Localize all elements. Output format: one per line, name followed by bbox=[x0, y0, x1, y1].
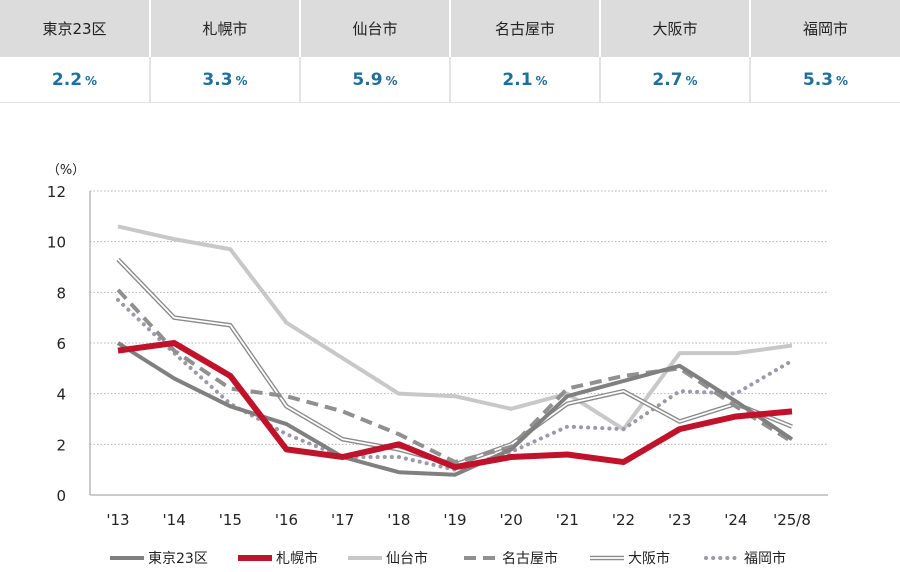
legend-label: 札幌市 bbox=[276, 550, 318, 567]
summary-value-sendai: 5.9 bbox=[352, 69, 383, 90]
summary-cell-tokyo23: 2.2% bbox=[0, 57, 151, 103]
x-tick-label: '22 bbox=[612, 511, 635, 529]
summary-cell-osaka: 2.7% bbox=[600, 57, 751, 103]
x-tick-label: '14 bbox=[163, 511, 186, 529]
summary-header-nagoya: 名古屋市 bbox=[450, 0, 601, 57]
summary-unit: % bbox=[685, 73, 698, 88]
y-tick-label: 10 bbox=[47, 234, 66, 252]
y-unit-label: （%） bbox=[47, 163, 85, 178]
summary-unit: % bbox=[235, 73, 248, 88]
x-tick-label: '25/8 bbox=[773, 511, 811, 529]
series-line bbox=[117, 340, 793, 471]
x-tick-label: '18 bbox=[387, 511, 410, 529]
summary-unit: % bbox=[85, 73, 98, 88]
series-line bbox=[117, 224, 793, 432]
summary-header-tokyo23: 東京23区 bbox=[0, 0, 151, 57]
y-tick-label: 6 bbox=[56, 335, 66, 353]
series-line bbox=[116, 257, 793, 467]
x-tick-label: '21 bbox=[556, 511, 579, 529]
y-tick-label: 4 bbox=[56, 386, 66, 404]
x-tick-label: '15 bbox=[219, 511, 242, 529]
x-tick-label: '17 bbox=[331, 511, 354, 529]
x-tick-label: '20 bbox=[500, 511, 523, 529]
y-tick-label: 12 bbox=[47, 183, 66, 201]
x-tick-label: '24 bbox=[724, 511, 747, 529]
grid-lines bbox=[90, 190, 828, 445]
summary-unit: % bbox=[385, 73, 398, 88]
series-line-inner bbox=[117, 258, 793, 466]
summary-header-fukuoka: 福岡市 bbox=[750, 0, 900, 57]
axes: 0 2 4 6 8 10 12 （%） '13 '14 '15 '16 '17 '18 '19 '20 '21 '… bbox=[47, 163, 828, 529]
y-tick-label: 8 bbox=[56, 284, 66, 302]
legend-label: 福岡市 bbox=[744, 550, 786, 567]
summary-value-nagoya: 2.1 bbox=[502, 69, 533, 90]
x-tick-label: '19 bbox=[443, 511, 466, 529]
summary-cell-nagoya: 2.1% bbox=[450, 57, 601, 103]
legend-label: 大阪市 bbox=[628, 550, 670, 567]
summary-table: 東京23区 札幌市 仙台市 名古屋市 大阪市 福岡市 2.2% 3.3% 5.9… bbox=[0, 0, 900, 104]
summary-value-osaka: 2.7 bbox=[652, 69, 683, 90]
summary-header-sapporo: 札幌市 bbox=[150, 0, 301, 57]
legend-label: 名古屋市 bbox=[502, 550, 558, 567]
legend-label: 東京23区 bbox=[148, 551, 208, 567]
y-tick-label: 2 bbox=[56, 436, 66, 454]
vacancy-line-chart: 0 2 4 6 8 10 12 （%） '13 '14 '15 '16 '17 '18 '19 '20 '21 '… bbox=[47, 163, 828, 567]
summary-header-osaka: 大阪市 bbox=[600, 0, 751, 57]
series-line bbox=[116, 288, 794, 465]
summary-cell-sapporo: 3.3% bbox=[150, 57, 301, 103]
summary-cell-fukuoka: 5.3% bbox=[750, 57, 900, 103]
summary-unit: % bbox=[836, 73, 849, 88]
summary-cell-sendai: 5.9% bbox=[300, 57, 451, 103]
x-tick-label: '13 bbox=[106, 511, 129, 529]
legend-label: 仙台市 bbox=[386, 550, 428, 567]
summary-header-row: 東京23区 札幌市 仙台市 名古屋市 大阪市 福岡市 bbox=[0, 0, 900, 57]
summary-value-tokyo23: 2.2 bbox=[51, 69, 83, 90]
y-tick-label: 0 bbox=[56, 487, 66, 505]
x-tick-label: '23 bbox=[668, 511, 691, 529]
summary-value-sapporo: 3.3 bbox=[202, 69, 233, 90]
series-lines bbox=[116, 224, 794, 477]
legend: 東京23区 札幌市 仙台市 名古屋市 大阪市 福岡市 bbox=[110, 550, 786, 567]
summary-value-fukuoka: 5.3 bbox=[802, 69, 834, 90]
summary-header-sendai: 仙台市 bbox=[300, 0, 451, 57]
x-tick-label: '16 bbox=[275, 511, 298, 529]
summary-value-row: 2.2% 3.3% 5.9% 2.1% 2.7% 5.3% bbox=[0, 57, 900, 103]
summary-unit: % bbox=[535, 73, 548, 88]
series-line bbox=[116, 341, 794, 477]
